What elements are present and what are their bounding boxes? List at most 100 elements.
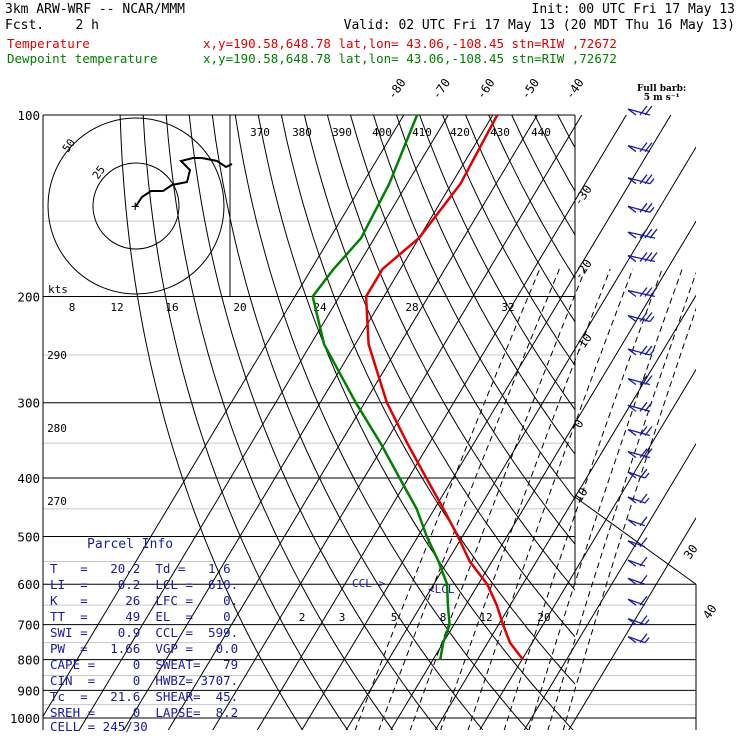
hodograph-trace <box>135 157 233 207</box>
temperature-tick-label: 30 <box>681 542 701 562</box>
mixing-ratio-label: 2 <box>299 611 306 624</box>
wind-barb-flag <box>639 105 648 116</box>
hodograph-ring-label: 25 <box>90 163 108 181</box>
forecast-value: 2 h <box>75 18 99 33</box>
valid-time: Valid: 02 UTC Fri 17 May 13 (20 MDT Thu … <box>343 18 735 33</box>
dry-adiabat <box>142 115 349 730</box>
dewpoint-profile <box>311 114 451 660</box>
isotherm <box>479 368 696 730</box>
wind-barb-flag <box>644 472 650 479</box>
pressure-tick-label: 400 <box>17 471 40 486</box>
wind-barb <box>627 537 648 548</box>
parcel-row: CELL = 245/30 <box>50 719 148 734</box>
lower-frame-edge <box>574 496 697 585</box>
pressure-tick-label: 900 <box>17 683 40 698</box>
wind-barb-shaft <box>627 231 656 239</box>
theta-label: 440 <box>531 126 551 139</box>
wind-barb-shaft <box>627 617 646 626</box>
isotherm <box>78 115 449 730</box>
wind-barb-flag <box>649 349 655 356</box>
wind-barb-shaft <box>627 108 651 116</box>
isotherm <box>212 115 583 730</box>
mixing-ratio-line <box>409 268 586 730</box>
wind-barb-flag <box>639 202 648 213</box>
wind-barb-flag <box>644 497 650 504</box>
wind-barb-shaft <box>627 559 646 567</box>
mixing-ratio-line <box>378 268 560 730</box>
dry-adiabat <box>165 115 394 730</box>
wind-barb-shaft <box>627 471 646 479</box>
wind-barb-shaft <box>627 404 651 412</box>
temperature-tick-label: -40 <box>563 76 587 102</box>
mixing-ratio-label: 12 <box>110 301 123 314</box>
pressure-tick-label: 600 <box>17 577 40 592</box>
dry-adiabat <box>211 115 484 730</box>
dry-adiabat <box>188 115 439 730</box>
wind-barb-shaft <box>627 598 646 606</box>
parcel-row: CAPE = 0 SWEAT= 79 <box>50 657 239 672</box>
wind-barb <box>627 556 648 567</box>
wind-barb-flag <box>649 206 655 213</box>
dry-adiabat <box>303 115 575 638</box>
theta-label: 430 <box>490 126 510 139</box>
theta-label: 410 <box>412 126 432 139</box>
isotherm <box>345 146 696 730</box>
pressure-tick-label: 100 <box>17 108 40 123</box>
theta-label: 390 <box>332 126 352 139</box>
wind-barb <box>627 312 655 323</box>
wind-barb-shaft <box>627 348 651 356</box>
parcel-row: Tc = 21.6 SHEAR= 45. <box>50 689 239 704</box>
wind-barb-flag <box>639 345 648 356</box>
temperature-tick-label: -60 <box>474 76 498 102</box>
wind-barb <box>627 375 653 386</box>
wind-barb-flag <box>639 252 648 262</box>
wind-barb-shaft <box>627 450 651 459</box>
dewpoint-legend: Dewpoint temperature <box>7 51 158 66</box>
wind-barb-staff <box>627 231 637 239</box>
barb-legend: Full barb: 5 m s⁻¹ <box>637 85 686 103</box>
wind-barb-shaft <box>627 540 646 548</box>
wind-barb-shaft <box>627 428 651 437</box>
isotherm <box>256 115 627 730</box>
dry-adiabat <box>511 115 575 236</box>
dry-adiabat <box>534 115 575 193</box>
wind-barb <box>627 287 658 298</box>
parcel-row: CIN = 0 HWBZ= 3707. <box>50 673 239 688</box>
hodograph-ring <box>47 117 225 295</box>
wind-barb <box>627 174 655 185</box>
model-title: 3km ARW-WRF -- NCAR/MMM <box>5 2 186 17</box>
mixing-ratio-label: 8 <box>69 301 76 314</box>
dry-adiabat <box>442 115 575 367</box>
barb-legend-line2: 5 m s⁻¹ <box>643 93 680 103</box>
parcel-row: LI = 0.2 LCL = 610. <box>50 577 239 592</box>
wind-barb-shaft <box>627 519 646 527</box>
temperature-tick-label: 40 <box>700 602 720 622</box>
parcel-row: PW = 1.66 VGP = 0.0 <box>50 641 239 656</box>
mixing-ratio-line <box>503 268 663 730</box>
dewpoint-location: x,y=190.58,648.78 lat,lon= 43.06,-108.45… <box>203 51 617 66</box>
pressure-tick-label: 200 <box>17 290 40 305</box>
wind-barb <box>627 202 655 213</box>
wind-barb <box>627 228 658 239</box>
mixing-ratio-line <box>440 268 611 730</box>
wind-barb <box>627 252 658 263</box>
wind-barb-shaft <box>627 205 651 213</box>
hodograph-ring <box>92 162 180 250</box>
mixing-ratio-label: 32 <box>501 301 514 314</box>
wind-barb-flag <box>639 375 648 386</box>
wind-barb-flag <box>639 228 648 239</box>
wind-barb-flag <box>639 401 648 412</box>
dry-adiabat <box>465 115 575 323</box>
wind-barb <box>627 142 653 153</box>
wind-barb-shaft <box>627 144 651 153</box>
wind-barb-flag <box>639 174 648 185</box>
wind-barb-flag <box>639 448 648 459</box>
dry-adiabat <box>350 115 575 545</box>
temperature-legend: Temperature <box>7 36 90 51</box>
parcel-row: TT = 49 EL = 0. <box>50 609 239 624</box>
wind-barb-shaft <box>627 496 646 504</box>
forecast-hours: Fcst. 2 h <box>5 18 99 33</box>
isotherm <box>43 115 405 718</box>
wind-barb-shaft <box>627 254 656 263</box>
wind-barb <box>627 516 648 527</box>
